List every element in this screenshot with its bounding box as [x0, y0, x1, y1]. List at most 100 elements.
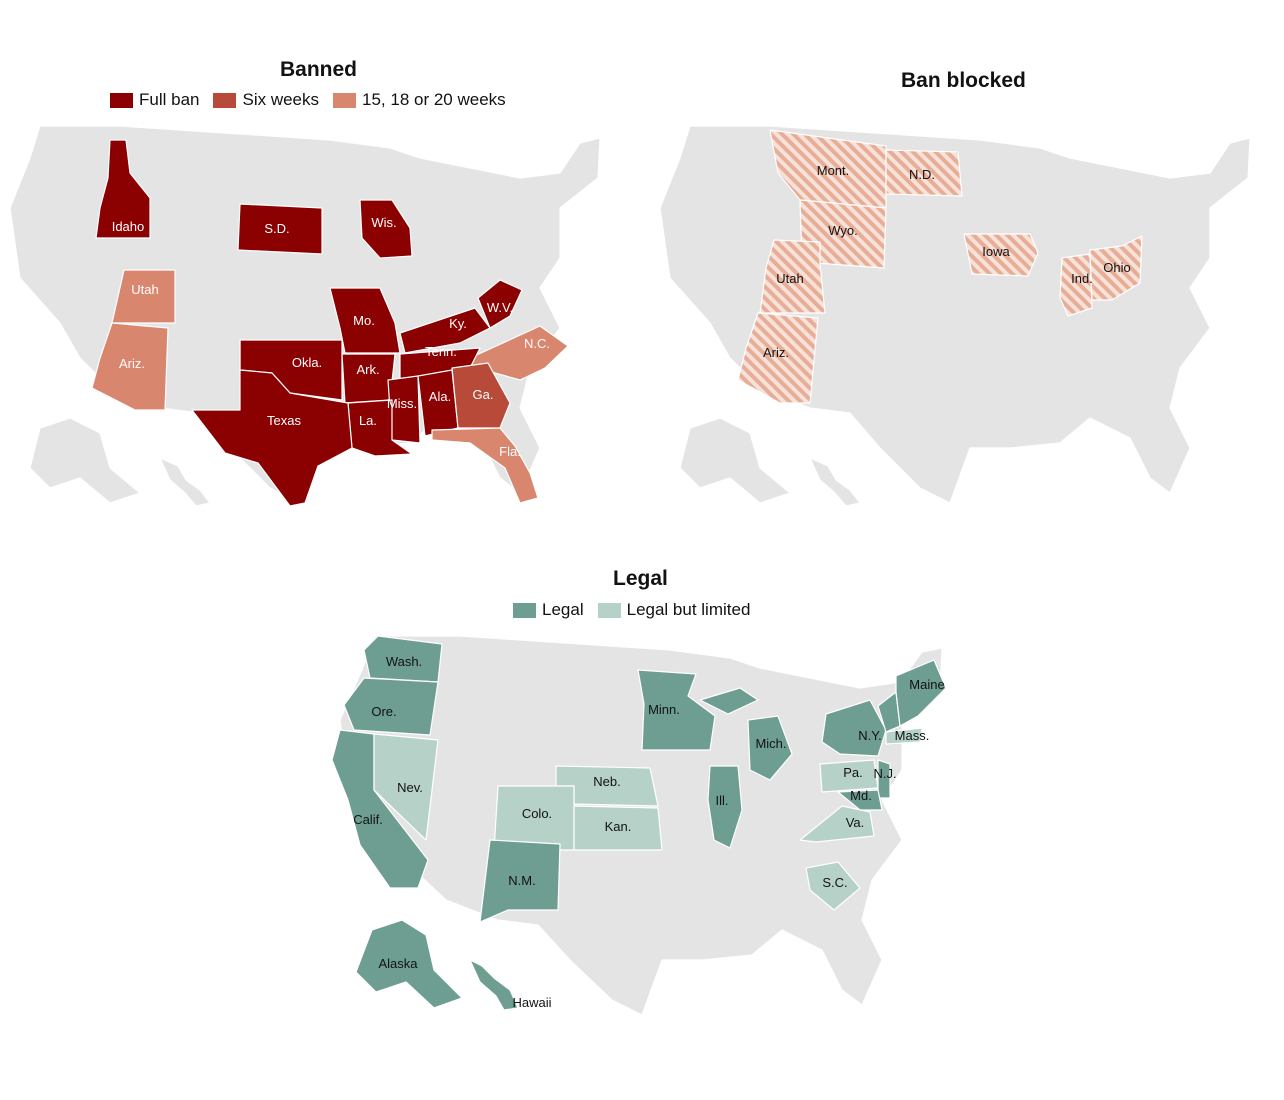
state-label: Ill.: [716, 793, 729, 808]
legend-item-legal-but-limited: Legal but limited: [597, 600, 751, 620]
state-oregon: [343, 677, 439, 736]
alaska-shape: [679, 417, 791, 504]
hawaii-shape: [159, 457, 211, 507]
state-label: Nev.: [397, 780, 423, 795]
banned-legend: Full ban Six weeks 15, 18 or 20 weeks: [110, 90, 506, 110]
legal-us-map: [331, 635, 947, 1016]
state-label: Miss.: [387, 396, 417, 411]
state-wisconsin: [359, 199, 413, 259]
banned-labels: Idaho S.D. Wis. Utah Mo. Ky. W.V. N.C. A…: [0, 118, 600, 518]
legend-label: Legal but limited: [626, 600, 751, 619]
state-illinois: [707, 765, 743, 849]
state-label: Texas: [267, 413, 301, 428]
state-kansas: [573, 805, 663, 851]
state-north-dakota: [885, 149, 963, 197]
banned-title: Banned: [280, 58, 358, 81]
state-label: Idaho: [112, 219, 145, 234]
state-label: Mo.: [353, 313, 375, 328]
state-label: Okla.: [292, 355, 322, 370]
state-idaho: [95, 139, 151, 239]
state-label: Alaska: [378, 956, 418, 971]
state-label: Utah: [776, 271, 803, 286]
legend-item-legal: Legal: [513, 600, 584, 620]
legal-legend: Legal Legal but limited: [513, 600, 750, 620]
state-virginia: [799, 805, 875, 843]
blocked-label-layer: Mont. N.D. Wyo. Iowa Utah Ind. Ohio Ariz…: [763, 163, 1131, 360]
state-label: Calif.: [353, 812, 383, 827]
banned-us-map: [9, 125, 601, 507]
state-south-dakota: [237, 203, 323, 255]
state-new-mexico: [479, 839, 561, 923]
state-label: Wis.: [371, 215, 396, 230]
legend-swatch: [597, 602, 621, 618]
state-alaska: [355, 919, 463, 1009]
legend-label: 15, 18 or 20 weeks: [362, 90, 506, 109]
legend-swatch: [513, 602, 536, 618]
state-new-jersey: [877, 759, 891, 799]
state-georgia: [451, 362, 511, 429]
state-label: Wyo.: [828, 223, 858, 238]
state-massachusetts: [885, 727, 923, 745]
state-label: Colo.: [522, 806, 552, 821]
state-florida: [431, 427, 539, 504]
state-label: N.D.: [909, 167, 935, 182]
state-label: Ariz.: [763, 345, 789, 360]
state-utah: [111, 269, 176, 324]
state-arizona: [91, 322, 169, 411]
state-label: Maine: [909, 677, 944, 692]
state-label: Ala.: [429, 389, 451, 404]
state-utah: [759, 239, 826, 314]
state-label: Iowa: [982, 244, 1010, 259]
legend-swatch: [333, 92, 357, 108]
state-south-carolina: [805, 861, 861, 911]
state-label: N.C.: [524, 336, 550, 351]
blocked-title: Ban blocked: [901, 69, 1026, 92]
state-label: Ky.: [449, 316, 467, 331]
state-upper-michigan: [699, 687, 759, 715]
state-maine: [895, 659, 947, 727]
state-label: N.J.: [873, 766, 896, 781]
alaska-shape: [29, 417, 141, 504]
legend-label: Full ban: [139, 90, 200, 109]
legend-item-15-18-20-weeks: 15, 18 or 20 weeks: [333, 90, 506, 110]
state-new-york: [821, 699, 887, 757]
state-label: S.C.: [822, 875, 847, 890]
state-minnesota: [637, 669, 716, 751]
state-label: Mont.: [817, 163, 850, 178]
state-label: Mass.: [895, 728, 930, 743]
state-ohio: [1089, 235, 1143, 301]
state-michigan: [747, 715, 793, 781]
state-label: Minn.: [648, 702, 680, 717]
legal-label-layer: Wash. Ore. Minn. Maine Mich. N.Y. Mass. …: [353, 654, 945, 1010]
state-label: Md.: [850, 788, 872, 803]
state-label: Ga.: [473, 387, 494, 402]
state-missouri: [329, 287, 401, 354]
state-label: Wash.: [386, 654, 422, 669]
state-label: Ore.: [371, 704, 396, 719]
state-label: Mich.: [755, 736, 786, 751]
legend-label: Six weeks: [242, 90, 320, 109]
hawaii-shape: [809, 457, 861, 507]
state-label: La.: [359, 413, 377, 428]
state-label: Ariz.: [119, 356, 145, 371]
state-texas: [191, 339, 353, 507]
state-label: Hawaii: [512, 995, 551, 1010]
state-indiana: [1059, 253, 1093, 317]
state-west-virginia: [477, 279, 523, 329]
legend-item-six-weeks: Six weeks: [213, 90, 319, 110]
state-label: Kan.: [605, 819, 632, 834]
state-label: Ark.: [356, 362, 379, 377]
blocked-us-map: [659, 125, 1251, 507]
state-label: Fla.: [499, 444, 521, 459]
legend-item-full-ban: Full ban: [110, 90, 199, 110]
state-label: Ind.: [1071, 271, 1093, 286]
state-arizona: [737, 312, 819, 404]
state-hawaii: [469, 959, 519, 1011]
legend-swatch: [213, 92, 237, 108]
state-label: W.V.: [487, 300, 513, 315]
state-iowa: [963, 233, 1039, 277]
state-label: Pa.: [843, 765, 863, 780]
state-label: N.M.: [508, 873, 535, 888]
state-maryland: [837, 789, 883, 811]
banned-label-layer: Idaho S.D. Wis. Utah Mo. Ky. W.V. N.C. A…: [112, 215, 550, 459]
